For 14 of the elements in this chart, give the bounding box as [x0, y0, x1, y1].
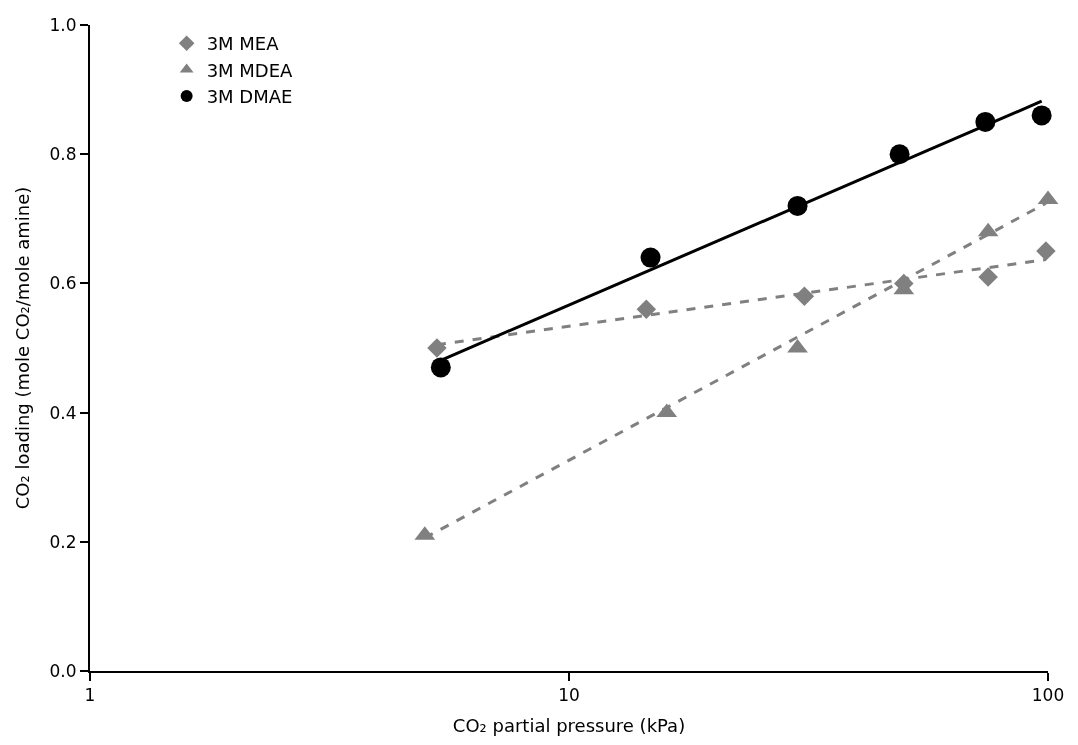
y-tick-label: 0.6 [49, 273, 77, 294]
y-axis-title: CO₂ loading (mole CO₂/mole amine) [12, 186, 34, 510]
y-tick-label: 1.0 [49, 14, 77, 35]
x-tick-label: 10 [558, 685, 580, 706]
legend-label: 3M MEA [206, 33, 280, 55]
x-tick-label: 100 [1031, 685, 1065, 706]
y-tick-label: 0.8 [49, 144, 77, 165]
x-tick-label: 1 [84, 685, 96, 706]
y-tick-label: 0.4 [49, 402, 77, 423]
legend-label: 3M MDEA [206, 59, 294, 81]
legend-label: 3M DMAE [206, 86, 293, 108]
y-tick-label: 0.2 [49, 531, 77, 552]
x-axis-title: CO₂ partial pressure (kPa) [452, 715, 686, 736]
y-tick-label: 0.0 [49, 660, 77, 681]
